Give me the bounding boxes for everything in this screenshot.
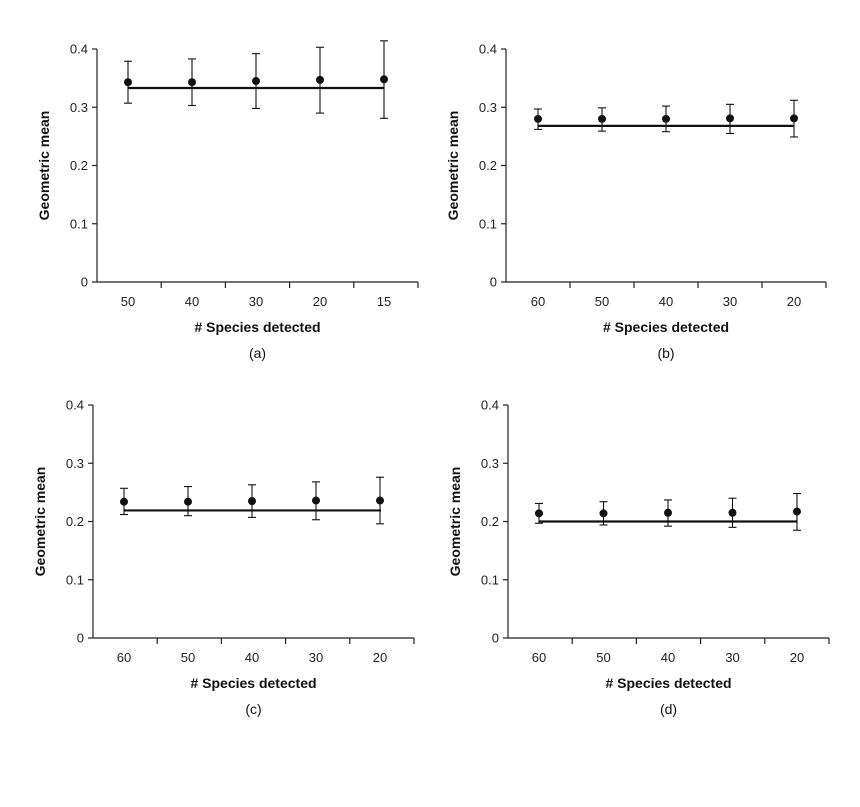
- data-point: [312, 496, 320, 505]
- chart-panel-3: 0 0.1 0.2 0.3 0.4 60 50 40 30 20 # Species detecte…: [32, 398, 415, 717]
- y-tick-label: 0.2: [66, 514, 84, 529]
- y-axis-label: Geometric mean: [447, 467, 463, 577]
- x-tick-label: 40: [661, 650, 675, 665]
- x-tick-label: 15: [377, 294, 391, 309]
- y-tick-label: 0.4: [481, 398, 499, 413]
- data-point: [248, 497, 256, 506]
- chart-panel-2: 0 0.1 0.2 0.3 0.4 60 50 40 30 20 # Species detecte…: [445, 42, 827, 361]
- data-point: [120, 497, 128, 506]
- x-tick-label: 50: [181, 650, 195, 665]
- data-point: [534, 114, 542, 123]
- data-point: [599, 509, 608, 518]
- x-tick-label: 20: [787, 294, 801, 309]
- chart-panel-1: 0 0.1 0.2 0.3 0.4 50 40 30 20 15 # Species detecte…: [36, 40, 419, 361]
- data-point: [726, 114, 734, 123]
- x-tick-label: 30: [723, 294, 737, 309]
- data-point: [728, 508, 737, 517]
- y-axis-label: Geometric mean: [36, 111, 52, 221]
- data-point: [188, 78, 196, 87]
- data-point: [598, 114, 606, 123]
- x-tick-label: 60: [117, 650, 131, 665]
- y-tick-label: 0.3: [481, 456, 499, 471]
- x-axis-label: # Species detected: [605, 675, 731, 691]
- panel-label: (a): [249, 345, 266, 361]
- y-tick-label: 0.1: [66, 572, 84, 587]
- x-tick-label: 30: [725, 650, 739, 665]
- data-point: [184, 497, 192, 506]
- data-point: [316, 75, 324, 84]
- data-point: [790, 114, 798, 123]
- y-tick-label: 0: [77, 631, 84, 646]
- x-tick-label: 50: [596, 650, 610, 665]
- y-tick-label: 0.4: [479, 42, 497, 57]
- panel-label: (b): [657, 345, 674, 361]
- y-tick-label: 0.3: [66, 456, 84, 471]
- data-point: [664, 508, 672, 517]
- y-tick-label: 0.4: [70, 42, 88, 57]
- chart-panel-4: 0 0.1 0.2 0.3 0.4 60 50 40 30 20 # Species detecte…: [447, 398, 830, 717]
- x-tick-label: 30: [249, 294, 263, 309]
- x-axis-label: # Species detected: [603, 319, 729, 335]
- y-tick-label: 0.2: [479, 158, 497, 173]
- data-point: [793, 507, 801, 516]
- y-tick-label: 0: [490, 275, 497, 290]
- y-tick-label: 0.3: [479, 100, 497, 115]
- x-tick-label: 40: [185, 294, 199, 309]
- x-tick-label: 60: [532, 650, 546, 665]
- x-tick-label: 40: [245, 650, 259, 665]
- x-tick-label: 60: [531, 294, 545, 309]
- x-axis-label: # Species detected: [190, 675, 316, 691]
- y-tick-label: 0.2: [70, 158, 88, 173]
- y-tick-label: 0.2: [481, 514, 499, 529]
- data-point: [124, 78, 132, 87]
- x-tick-label: 40: [659, 294, 673, 309]
- y-axis-label: Geometric mean: [445, 111, 461, 221]
- y-tick-label: 0.1: [70, 216, 88, 231]
- x-tick-label: 50: [595, 294, 609, 309]
- data-point: [376, 496, 384, 505]
- x-tick-label: 20: [313, 294, 327, 309]
- y-axis-label: Geometric mean: [32, 467, 48, 577]
- y-tick-label: 0: [492, 631, 499, 646]
- data-point: [252, 77, 260, 86]
- x-axis-label: # Species detected: [194, 319, 320, 335]
- data-point: [535, 509, 543, 518]
- x-tick-label: 20: [373, 650, 387, 665]
- x-tick-label: 20: [790, 650, 804, 665]
- x-tick-label: 30: [309, 650, 323, 665]
- panel-label: (c): [245, 701, 261, 717]
- y-tick-label: 0.1: [479, 216, 497, 231]
- x-tick-label: 50: [121, 294, 135, 309]
- y-tick-label: 0.3: [70, 100, 88, 115]
- y-tick-label: 0.1: [481, 572, 499, 587]
- panel-label: (d): [660, 701, 677, 717]
- y-tick-label: 0: [81, 275, 88, 290]
- data-point: [380, 75, 388, 84]
- data-point: [662, 114, 670, 123]
- y-tick-label: 0.4: [66, 398, 84, 413]
